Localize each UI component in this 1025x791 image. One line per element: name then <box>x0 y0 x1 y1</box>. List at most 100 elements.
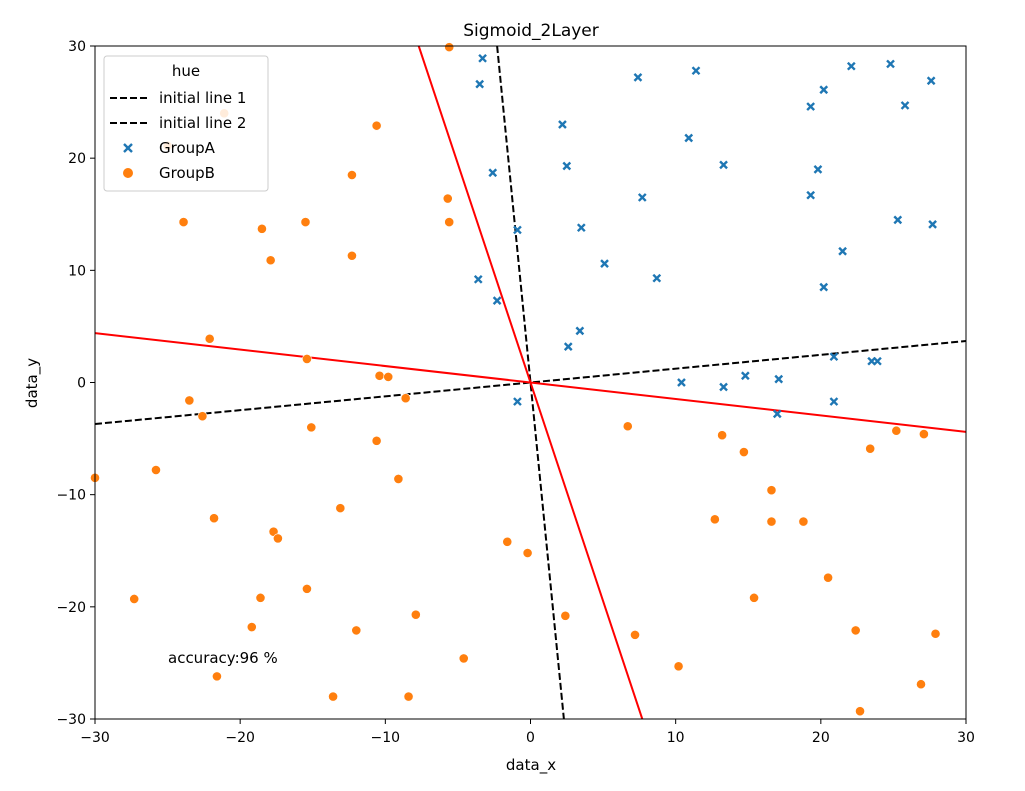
groupa-point <box>774 374 784 384</box>
y-tick-label: 20 <box>68 151 86 167</box>
groupb-point <box>393 474 404 484</box>
initial-line-2 <box>95 340 966 425</box>
groupa-point <box>475 79 485 89</box>
groupb-point <box>798 516 809 527</box>
legend-marker-groupa <box>123 143 133 153</box>
points-layer <box>90 42 941 717</box>
groupb-point <box>204 333 215 344</box>
groupa-point <box>677 378 686 387</box>
groupa-point <box>513 225 522 235</box>
groupb-point <box>374 370 385 381</box>
groupa-point <box>575 326 585 336</box>
groupa-point <box>492 296 502 305</box>
initial-line-1 <box>496 46 565 719</box>
groupa-point <box>576 223 586 233</box>
groupb-point <box>717 430 728 441</box>
groupb-point <box>400 393 411 404</box>
groupb-point <box>891 425 902 436</box>
groupa-point <box>893 215 903 225</box>
trained-line-2 <box>95 332 966 433</box>
groupa-point <box>513 397 522 406</box>
y-axis-label: data_y <box>23 358 42 408</box>
y-tick-label: 10 <box>68 263 86 279</box>
groupb-point <box>855 706 865 717</box>
groupb-point <box>673 661 684 672</box>
x-axis-label: data_x <box>506 756 556 775</box>
groupb-point <box>502 536 513 547</box>
groupb-point <box>630 629 640 640</box>
groupa-point <box>719 382 728 392</box>
x-tick-label: 20 <box>812 730 830 746</box>
groupb-point <box>622 421 633 432</box>
accuracy-annotation: accuracy:96 % <box>168 649 278 667</box>
groupa-point <box>719 160 728 170</box>
groupa-point <box>691 66 701 76</box>
groupb-point <box>709 514 720 525</box>
groupb-point <box>347 250 357 261</box>
groupa-point <box>740 371 750 381</box>
x-tick-label: −10 <box>371 730 401 746</box>
groupb-point <box>444 42 455 53</box>
groupb-point <box>300 217 311 228</box>
groupa-point <box>819 282 829 292</box>
groupa-point <box>600 259 609 268</box>
groupb-point <box>347 170 357 180</box>
groupa-point <box>813 165 823 174</box>
groupa-point <box>806 102 816 111</box>
lines-layer <box>95 46 966 719</box>
groupb-point <box>129 594 140 604</box>
x-tick-label: −30 <box>80 730 110 746</box>
legend-marker-groupb <box>123 168 133 178</box>
groupb-point <box>458 653 469 664</box>
groupb-point <box>823 572 833 583</box>
legend-box <box>103 55 269 192</box>
groupb-point <box>410 609 421 620</box>
y-tick-label: −10 <box>56 488 86 504</box>
groupb-point <box>246 622 257 632</box>
groupb-point <box>766 516 777 527</box>
groupa-point <box>928 219 937 229</box>
groupb-point <box>522 548 533 558</box>
groupb-point <box>916 679 926 690</box>
groupb-point <box>371 435 382 446</box>
legend-label-groupb: GroupB <box>159 164 215 182</box>
x-tick-label: 0 <box>526 730 535 746</box>
groupa-point <box>563 342 573 351</box>
groupb-point <box>738 447 749 457</box>
groupb-point <box>197 411 208 422</box>
groupa-point <box>829 397 839 406</box>
groupb-point <box>306 422 317 433</box>
legend-label-initial-line-1: initial line 1 <box>159 89 246 107</box>
groupb-point <box>930 628 941 639</box>
legend-title: hue <box>172 62 200 80</box>
groupb-point <box>351 625 362 636</box>
groupa-point <box>886 59 895 69</box>
groupa-point <box>846 61 856 71</box>
groupa-point <box>558 120 567 129</box>
y-tick-label: 0 <box>77 376 86 392</box>
groupa-point <box>637 193 647 202</box>
groupa-point <box>488 168 498 178</box>
y-tick-label: 30 <box>68 39 86 55</box>
groupa-point <box>473 274 483 284</box>
x-tick-label: 30 <box>957 730 975 746</box>
groupb-point <box>383 371 394 382</box>
groupb-point <box>335 503 346 514</box>
groupb-point <box>444 217 455 228</box>
groupb-point <box>403 691 414 702</box>
groupb-point <box>178 217 189 228</box>
groupb-point <box>151 465 161 475</box>
groupb-point <box>184 395 195 406</box>
groupa-point <box>873 356 882 366</box>
groupb-point <box>371 120 382 131</box>
groupb-point <box>850 625 861 636</box>
groupa-point <box>819 85 829 95</box>
groupb-point <box>265 255 276 266</box>
groupa-point <box>806 190 816 200</box>
groupb-point <box>209 513 219 524</box>
groupa-point <box>478 53 487 63</box>
groupb-point <box>255 592 266 603</box>
groupb-point <box>442 193 453 204</box>
groupb-point <box>273 533 283 544</box>
groupb-point <box>212 671 222 682</box>
